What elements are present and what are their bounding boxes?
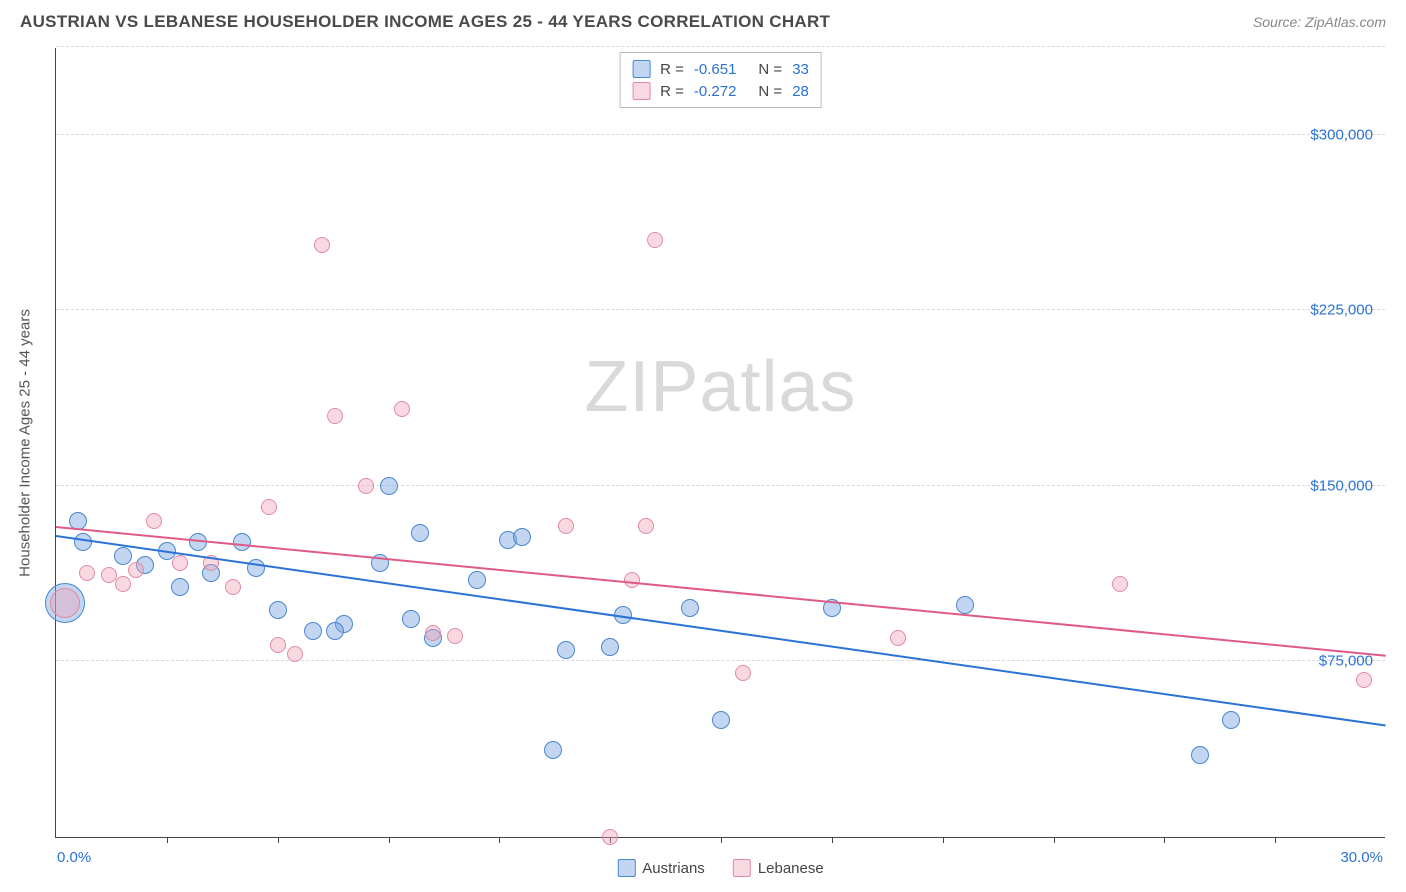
- data-point: [638, 518, 654, 534]
- data-point: [115, 576, 131, 592]
- legend-r-value: -0.651: [694, 61, 737, 78]
- data-point: [114, 547, 132, 565]
- watermark: ZIPatlas: [584, 346, 856, 428]
- x-tick: [499, 837, 500, 843]
- data-point: [647, 232, 663, 248]
- data-point: [247, 559, 265, 577]
- series-legend-item: Austrians: [617, 859, 705, 877]
- data-point: [146, 513, 162, 529]
- data-point: [358, 478, 374, 494]
- gridline: [56, 134, 1385, 135]
- trend-line: [56, 526, 1386, 657]
- correlation-legend-row: R = -0.272 N = 28: [632, 80, 809, 102]
- gridline: [56, 660, 1385, 661]
- data-point: [601, 638, 619, 656]
- x-axis-min-label: 0.0%: [57, 849, 91, 866]
- data-point: [681, 599, 699, 617]
- gridline: [56, 46, 1385, 47]
- x-tick: [1275, 837, 1276, 843]
- data-point: [287, 646, 303, 662]
- x-tick: [1054, 837, 1055, 843]
- data-point: [270, 637, 286, 653]
- plot-area: ZIPatlas R = -0.651 N = 33 R = -0.272 N = 2…: [55, 48, 1385, 838]
- series-legend-label: Austrians: [642, 860, 705, 877]
- data-point: [171, 578, 189, 596]
- data-point: [558, 518, 574, 534]
- data-point: [1222, 711, 1240, 729]
- chart-container: Householder Income Ages 25 - 44 years ZI…: [55, 48, 1385, 838]
- chart-title: AUSTRIAN VS LEBANESE HOUSEHOLDER INCOME …: [20, 12, 830, 32]
- data-point: [1112, 576, 1128, 592]
- x-tick: [832, 837, 833, 843]
- data-point: [269, 601, 287, 619]
- data-point: [326, 622, 344, 640]
- legend-n-value: 28: [792, 83, 809, 100]
- y-tick-label: $150,000: [1310, 477, 1373, 494]
- data-point: [261, 499, 277, 515]
- legend-swatch: [632, 60, 650, 78]
- data-point: [50, 588, 80, 618]
- data-point: [735, 665, 751, 681]
- x-tick: [721, 837, 722, 843]
- data-point: [79, 565, 95, 581]
- data-point: [513, 528, 531, 546]
- correlation-legend: R = -0.651 N = 33 R = -0.272 N = 28: [619, 52, 822, 108]
- y-axis-title: Householder Income Ages 25 - 44 years: [17, 309, 34, 577]
- data-point: [402, 610, 420, 628]
- legend-r-label: R =: [660, 61, 684, 78]
- data-point: [447, 628, 463, 644]
- data-point: [172, 555, 188, 571]
- chart-header: AUSTRIAN VS LEBANESE HOUSEHOLDER INCOME …: [0, 0, 1406, 40]
- data-point: [544, 741, 562, 759]
- data-point: [411, 524, 429, 542]
- data-point: [468, 571, 486, 589]
- data-point: [225, 579, 241, 595]
- legend-r-label: R =: [660, 83, 684, 100]
- legend-n-label: N =: [758, 61, 782, 78]
- data-point: [327, 408, 343, 424]
- data-point: [557, 641, 575, 659]
- series-legend: Austrians Lebanese: [617, 859, 823, 877]
- data-point: [304, 622, 322, 640]
- data-point: [1356, 672, 1372, 688]
- legend-n-label: N =: [758, 83, 782, 100]
- data-point: [712, 711, 730, 729]
- y-tick-label: $75,000: [1319, 653, 1373, 670]
- x-tick: [167, 837, 168, 843]
- legend-swatch: [733, 859, 751, 877]
- y-tick-label: $225,000: [1310, 302, 1373, 319]
- trend-line: [56, 535, 1386, 727]
- gridline: [56, 309, 1385, 310]
- data-point: [233, 533, 251, 551]
- data-point: [314, 237, 330, 253]
- data-point: [1191, 746, 1209, 764]
- data-point: [602, 829, 618, 845]
- x-tick: [1164, 837, 1165, 843]
- x-tick: [389, 837, 390, 843]
- legend-swatch: [632, 82, 650, 100]
- legend-swatch: [617, 859, 635, 877]
- data-point: [74, 533, 92, 551]
- x-tick: [278, 837, 279, 843]
- data-point: [128, 562, 144, 578]
- data-point: [425, 625, 441, 641]
- legend-n-value: 33: [792, 61, 809, 78]
- data-point: [624, 572, 640, 588]
- x-tick: [943, 837, 944, 843]
- gridline: [56, 485, 1385, 486]
- y-tick-label: $300,000: [1310, 126, 1373, 143]
- legend-r-value: -0.272: [694, 83, 737, 100]
- correlation-legend-row: R = -0.651 N = 33: [632, 58, 809, 80]
- data-point: [956, 596, 974, 614]
- chart-source: Source: ZipAtlas.com: [1253, 14, 1386, 30]
- data-point: [890, 630, 906, 646]
- data-point: [380, 477, 398, 495]
- series-legend-item: Lebanese: [733, 859, 824, 877]
- x-axis-max-label: 30.0%: [1340, 849, 1383, 866]
- series-legend-label: Lebanese: [758, 860, 824, 877]
- data-point: [394, 401, 410, 417]
